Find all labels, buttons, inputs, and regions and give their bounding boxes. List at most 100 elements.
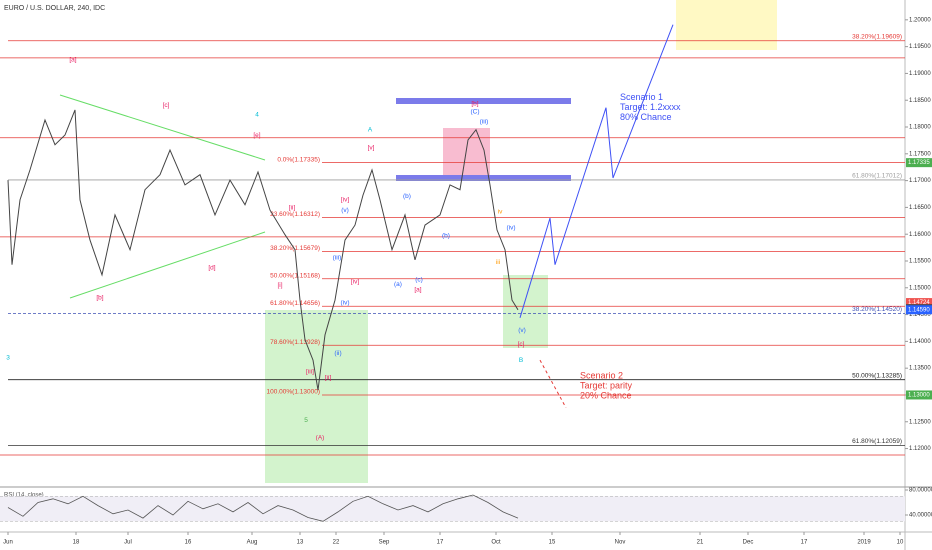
fib-label: 50.00%(1.15168) bbox=[270, 272, 320, 279]
y-tick-label: 1.14000 bbox=[909, 339, 931, 345]
rsi-label: RSI (14, close) bbox=[4, 493, 44, 499]
wave-label: iii bbox=[496, 259, 500, 266]
fib-label: 61.80%(1.14656) bbox=[270, 300, 320, 307]
wave-label: (iii) bbox=[480, 118, 489, 125]
x-tick-label: 17 bbox=[801, 540, 808, 546]
fib-label: 38.20%(1.15679) bbox=[270, 245, 320, 252]
y-tick-label: 1.18500 bbox=[909, 98, 931, 104]
fib-label: 50.00%(1.13285) bbox=[852, 372, 902, 379]
scenario-text: Scenario 1 bbox=[620, 92, 663, 102]
wave-label: (b) bbox=[442, 233, 450, 240]
x-tick-label: Oct bbox=[491, 540, 501, 546]
wave-label: [a] bbox=[414, 287, 421, 294]
target-zone bbox=[676, 0, 777, 50]
y-tick-label: 1.15000 bbox=[909, 285, 931, 291]
wave-label: (v) bbox=[341, 207, 349, 214]
x-tick-label: 15 bbox=[549, 540, 556, 546]
fib-label: 78.60%(1.13928) bbox=[270, 339, 320, 346]
x-tick-label: 10 bbox=[897, 540, 904, 546]
wave-label: [b] bbox=[96, 295, 103, 302]
y-tick-label: 1.20000 bbox=[909, 17, 931, 23]
wave-label: (A) bbox=[316, 435, 325, 442]
y-tick-label: 1.15500 bbox=[909, 259, 931, 265]
x-tick-label: 18 bbox=[73, 540, 80, 546]
fib-label: 100.00%(1.13000) bbox=[267, 389, 321, 396]
wave-label: [b] bbox=[471, 101, 478, 108]
resistance-bar bbox=[396, 175, 571, 181]
y-tick-label: 1.17000 bbox=[909, 178, 931, 184]
rsi-band bbox=[0, 496, 905, 522]
fib-label: 38.20%(1.14520) bbox=[852, 306, 902, 313]
wave-label: [i] bbox=[277, 282, 282, 289]
wave-label: [c] bbox=[163, 102, 170, 109]
support-zone bbox=[265, 310, 368, 483]
wave-label: [iv] bbox=[351, 279, 360, 286]
price-tag-label: 1.13000 bbox=[908, 393, 930, 399]
wave-label: [e] bbox=[253, 132, 260, 139]
x-tick-label: 13 bbox=[297, 540, 304, 546]
scenario-text: Target: parity bbox=[580, 381, 633, 391]
scenario-path bbox=[519, 24, 674, 318]
wave-label: [iii] bbox=[306, 369, 314, 376]
wave-label: 3 bbox=[6, 355, 10, 362]
price-tag-label: 1.14590 bbox=[908, 307, 930, 313]
wave-label: A bbox=[368, 126, 373, 133]
rsi-tick-label: 40.00000 bbox=[909, 513, 932, 519]
y-tick-label: 1.16000 bbox=[909, 232, 931, 238]
wave-label: (iv) bbox=[340, 300, 349, 307]
x-tick-label: Aug bbox=[247, 540, 258, 546]
wave-label: [c] bbox=[518, 341, 525, 348]
fib-label: 23.60%(1.16312) bbox=[270, 211, 320, 218]
rsi-tick-label: 80.00000 bbox=[909, 488, 932, 494]
y-tick-label: 1.18000 bbox=[909, 125, 931, 131]
y-tick-label: 1.16500 bbox=[909, 205, 931, 211]
rsi-line bbox=[7, 494, 519, 522]
wave-label: [a] bbox=[69, 57, 76, 64]
wave-label: [ii] bbox=[289, 205, 296, 212]
resistance-zone bbox=[443, 128, 490, 178]
wave-label: (a) bbox=[394, 281, 402, 288]
wave-label: (v) bbox=[518, 327, 526, 334]
wave-label: [d] bbox=[208, 265, 215, 272]
y-tick-label: 1.19500 bbox=[909, 44, 931, 50]
y-tick-label: 1.19000 bbox=[909, 71, 931, 77]
price-tag bbox=[906, 390, 932, 400]
wave-label: [iv] bbox=[341, 197, 350, 204]
x-tick-label: Sep bbox=[379, 540, 390, 546]
wave-label: (b) bbox=[403, 193, 411, 200]
zones bbox=[59, 0, 777, 483]
x-tick-label: 2019 bbox=[857, 540, 871, 546]
fib-label: 38.20%(1.19609) bbox=[852, 34, 902, 41]
resistance-bar bbox=[396, 98, 571, 104]
x-tick-label: Jul bbox=[124, 540, 132, 546]
x-tick-label: Jun bbox=[3, 540, 13, 546]
chart-title: EURO / U.S. DOLLAR, 240, IDC bbox=[4, 5, 105, 12]
scenario-text: Target: 1.2xxxx bbox=[620, 102, 681, 112]
wave-label: (c) bbox=[415, 276, 423, 283]
price-line bbox=[7, 109, 519, 391]
triangle-line bbox=[59, 94, 266, 161]
wave-label: B bbox=[519, 357, 523, 364]
price-tag bbox=[906, 305, 932, 315]
y-tick-label: 1.14500 bbox=[909, 312, 931, 318]
x-tick-label: 22 bbox=[333, 540, 340, 546]
wave-label: (C) bbox=[470, 109, 479, 116]
fib-label: 61.80%(1.12059) bbox=[852, 438, 902, 445]
x-tick-label: Dec bbox=[743, 540, 754, 546]
fib-label: 61.80%(1.17012) bbox=[852, 173, 902, 180]
x-tick-label: Nov bbox=[615, 540, 626, 546]
wave-label: (iii) bbox=[333, 254, 342, 261]
scenario-text: 80% Chance bbox=[620, 112, 672, 122]
wave-label: 4 bbox=[255, 111, 259, 118]
wave-label: 5 bbox=[304, 417, 308, 424]
wave-label: [v] bbox=[368, 145, 375, 152]
y-tick-label: 1.12000 bbox=[909, 446, 931, 452]
x-tick-label: 21 bbox=[697, 540, 704, 546]
scenario-text: 20% Chance bbox=[580, 391, 632, 401]
price-tag bbox=[906, 158, 932, 168]
wave-label: (ii) bbox=[334, 350, 341, 357]
wave-label: (iv) bbox=[506, 224, 515, 231]
wave-label: [ii] bbox=[325, 375, 332, 382]
